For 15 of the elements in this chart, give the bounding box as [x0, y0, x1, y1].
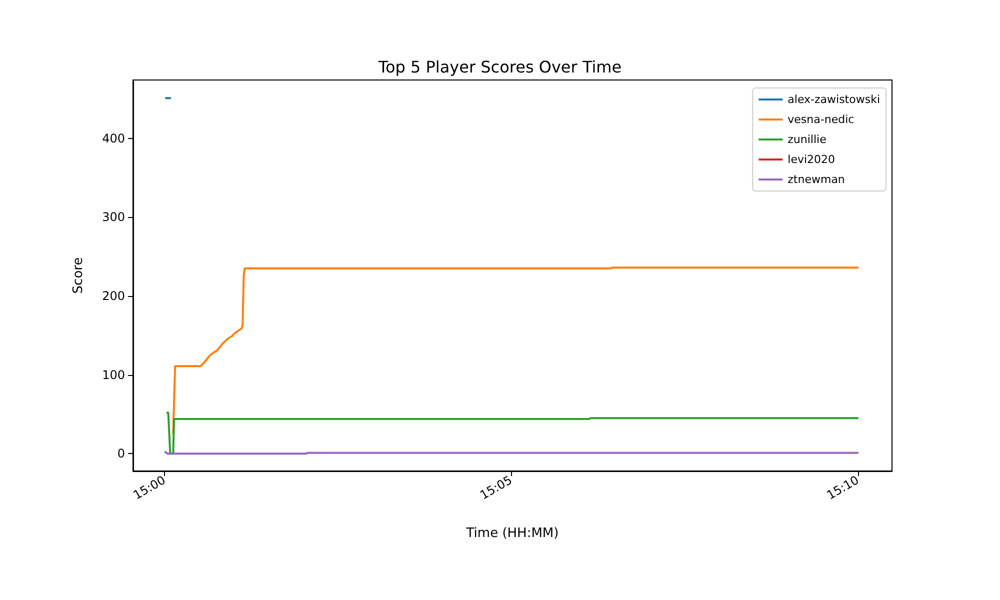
line-series	[166, 412, 859, 455]
legend-label: vesna-nedic	[788, 113, 854, 126]
x-axis-title: Time (HH:MM)	[465, 526, 559, 541]
y-tick-label: 0	[117, 446, 125, 461]
legend-label: ztnewman	[788, 173, 845, 186]
y-tick-label: 400	[102, 131, 125, 146]
y-tick-label: 100	[102, 368, 125, 382]
chart-title: Top 5 Player Scores Over Time	[377, 58, 622, 76]
legend-label: zunillie	[788, 133, 827, 146]
legend-label: alex-zawistowski	[788, 93, 880, 106]
legend-label: levi2020	[788, 153, 836, 166]
y-tick-label: 200	[102, 288, 125, 303]
line-series	[172, 266, 859, 434]
y-axis-title: Score	[71, 257, 86, 294]
y-tick-label: 300	[102, 210, 125, 224]
